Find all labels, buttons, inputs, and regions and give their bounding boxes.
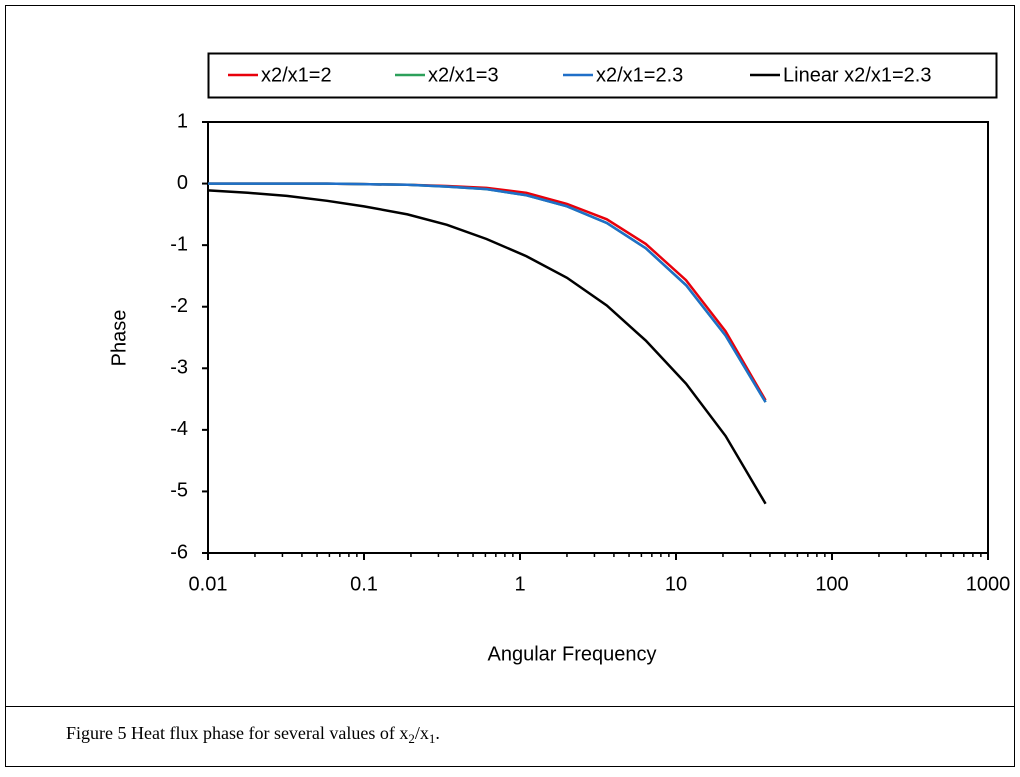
y-tick-label: -3 — [170, 357, 188, 379]
x-tick-label: 0.1 — [350, 573, 378, 595]
legend-label: x2/x1=3 — [428, 64, 499, 86]
y-tick-label: 0 — [177, 172, 188, 194]
legend-box — [207, 52, 998, 99]
series-line — [208, 182, 767, 401]
legend-label: x2/x1=2 — [261, 64, 332, 86]
x-axis-label: Angular Frequency — [488, 643, 657, 665]
x-tick-label: 1 — [514, 573, 525, 595]
caption-text: 2 — [408, 731, 415, 746]
y-tick-label: -5 — [170, 480, 188, 502]
series-line — [208, 182, 767, 403]
y-tick-label: -1 — [170, 233, 188, 255]
y-tick-label: -6 — [170, 541, 188, 563]
caption-text: 1 — [429, 731, 436, 746]
y-tick-label: 1 — [177, 110, 188, 132]
caption-text: . — [435, 723, 440, 743]
caption-text: x — [399, 723, 408, 743]
caption: Figure 5 Heat flux phase for several val… — [66, 723, 440, 746]
figure-frame — [5, 5, 1015, 767]
caption-text: Figure 5 Heat flux phase for several val… — [66, 723, 399, 743]
x-tick-label: 1000 — [966, 573, 1011, 595]
y-tick-label: -2 — [170, 295, 188, 317]
plot-area — [207, 121, 989, 554]
series-line — [207, 189, 767, 505]
x-tick-label: 0.01 — [189, 573, 228, 595]
y-tick-label: -4 — [170, 418, 188, 440]
legend-label: Linear x2/x1=2.3 — [783, 64, 931, 86]
caption-text: /x — [415, 723, 429, 743]
series-line — [208, 182, 767, 403]
legend-label: x2/x1=2.3 — [596, 64, 683, 86]
x-tick-label: 100 — [815, 573, 848, 595]
y-axis-label: Phase — [108, 310, 130, 367]
x-tick-label: 10 — [665, 573, 687, 595]
